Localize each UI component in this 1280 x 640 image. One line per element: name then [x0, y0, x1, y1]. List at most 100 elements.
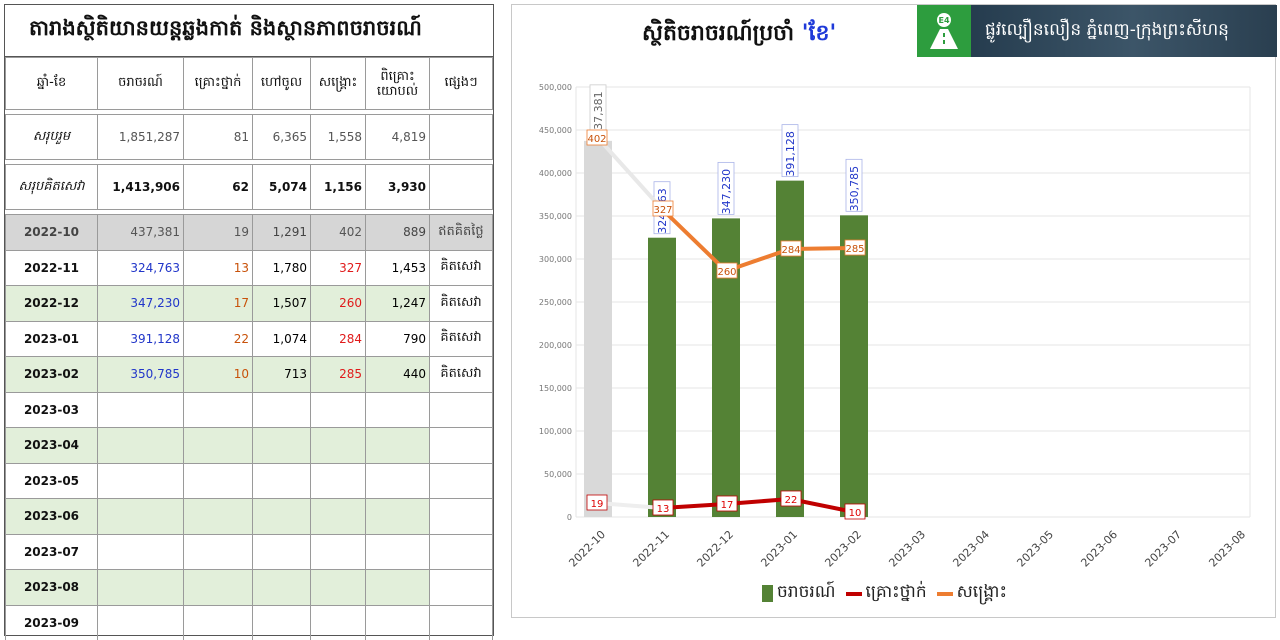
- total-accidents: 81: [183, 114, 253, 160]
- header-traffic: ចរាចរណ៍: [97, 57, 184, 110]
- row-calls: [252, 604, 311, 640]
- table-title: តារាងស្ថិតិយានយន្តឆ្លងកាត់ និងស្ថានភាពចរ…: [5, 5, 493, 57]
- legend-traffic-label: ចរាចរណ៍: [777, 582, 836, 602]
- total-other: [429, 114, 493, 160]
- x-tick-label: 2022-11: [630, 528, 672, 570]
- table-row: 2023-06: [5, 498, 493, 535]
- row-note: ឥតគិតថ្លៃ: [429, 214, 493, 251]
- row-traffic: 391,128: [97, 320, 184, 357]
- row-note: [429, 427, 493, 464]
- x-tick-label: 2023-08: [1206, 528, 1248, 570]
- line-label-box-accidents: [780, 490, 802, 507]
- brand-text: ផ្លូវល្បឿនលឿន ភ្នំពេញ-ក្រុងព្រះសីហនុ: [985, 19, 1229, 40]
- bar-traffic: [840, 215, 868, 518]
- bar-traffic: [584, 140, 612, 517]
- row-calls: 1,780: [252, 249, 311, 286]
- chart-title: ស្ថិតិចរាចរណ៍ប្រចាំ 'ខែ': [642, 19, 836, 51]
- paid-total-accidents: 62: [183, 164, 253, 210]
- line-label-box-rescue: [586, 129, 608, 146]
- row-month: 2023-03: [5, 391, 98, 428]
- line-label-box-rescue: [716, 262, 738, 279]
- line-segment-accidents: [596, 501, 664, 510]
- row-consultation: 1,453: [365, 249, 430, 286]
- line-label-box-accidents: [586, 494, 608, 511]
- chart-legend: ចរាចរណ៍ គ្រោះថ្នាក់ សង្គ្រោះ: [762, 581, 1007, 606]
- legend-accidents-label: គ្រោះថ្នាក់: [865, 582, 927, 602]
- row-month: 2023-01: [5, 320, 98, 357]
- line-data-label-accidents: 10: [849, 508, 862, 519]
- x-tick-label: 2023-02: [822, 528, 864, 570]
- line-data-label-rescue: 284: [781, 245, 800, 256]
- row-rescue: 285: [310, 356, 366, 393]
- row-note: គិតសេវា: [429, 285, 493, 322]
- bar-traffic: [648, 237, 676, 517]
- line-label-box-rescue: [780, 240, 802, 257]
- y-tick-label: 200,000: [539, 341, 572, 350]
- x-tick-label: 2023-04: [950, 528, 992, 570]
- table-row: 2022-11 324,763 13 1,780 327 1,453 គិតសេវា: [5, 249, 493, 286]
- row-note: [429, 533, 493, 570]
- line-label-box-accidents: [844, 503, 866, 520]
- row-calls: 1,291: [252, 214, 311, 251]
- row-rescue: [310, 462, 366, 499]
- header-other: ផ្សេងៗ: [429, 57, 493, 110]
- row-calls: [252, 569, 311, 606]
- header-calls: ហៅចូល: [252, 57, 311, 110]
- bar-data-label: 347,230: [720, 169, 733, 215]
- row-month: 2023-09: [5, 604, 98, 640]
- header-consultation: ពិគ្រោះយោបល់: [365, 57, 430, 110]
- paid-total-label: សរុបគិតសេវា: [5, 164, 98, 210]
- total-label: សរុបរួម: [5, 114, 98, 160]
- row-calls: [252, 462, 311, 499]
- row-rescue: 327: [310, 249, 366, 286]
- row-consultation: [365, 498, 430, 535]
- row-traffic: [97, 391, 184, 428]
- row-note: គិតសេវា: [429, 249, 493, 286]
- paid-total-calls: 5,074: [252, 164, 311, 210]
- row-traffic: [97, 569, 184, 606]
- row-consultation: [365, 533, 430, 570]
- row-rescue: [310, 569, 366, 606]
- line-label-box-rescue: [652, 200, 674, 217]
- row-consultation: [365, 427, 430, 464]
- paid-total-rescue: 1,156: [310, 164, 366, 210]
- row-note: [429, 604, 493, 640]
- table-row: 2023-02 350,785 10 713 285 440 គិតសេវា: [5, 356, 493, 393]
- row-accidents: [183, 391, 253, 428]
- x-tick-label: 2022-10: [566, 528, 608, 570]
- row-accidents: [183, 533, 253, 570]
- row-accidents: [183, 498, 253, 535]
- table-row: 2023-09: [5, 604, 493, 640]
- row-traffic: [97, 498, 184, 535]
- bar-traffic: [776, 180, 804, 517]
- row-note: [429, 569, 493, 606]
- row-calls: [252, 498, 311, 535]
- y-tick-label: 500,000: [539, 83, 572, 92]
- bar-data-label-box: [781, 124, 799, 178]
- row-accidents: [183, 462, 253, 499]
- row-note: គិតសេវា: [429, 356, 493, 393]
- row-consultation: [365, 569, 430, 606]
- row-consultation: 1,247: [365, 285, 430, 322]
- x-tick-label: 2023-07: [1142, 528, 1184, 570]
- row-traffic: [97, 427, 184, 464]
- row-traffic: [97, 462, 184, 499]
- row-traffic: 437,381: [97, 214, 184, 251]
- row-rescue: [310, 604, 366, 640]
- row-month: 2023-07: [5, 533, 98, 570]
- x-tick-label: 2023-01: [758, 528, 800, 570]
- row-calls: 1,507: [252, 285, 311, 322]
- row-traffic: 350,785: [97, 356, 184, 393]
- legend-rescue-label: សង្គ្រោះ: [956, 582, 1007, 602]
- row-rescue: [310, 391, 366, 428]
- total-traffic: 1,851,287: [97, 114, 184, 160]
- row-accidents: [183, 427, 253, 464]
- row-accidents: 19: [183, 214, 253, 251]
- paid-total-other: [429, 164, 493, 210]
- line-segment-rescue: [660, 207, 728, 273]
- y-tick-label: 100,000: [539, 427, 572, 436]
- row-note: គិតសេវា: [429, 320, 493, 357]
- header-month: ឆ្នាំ-ខែ: [5, 57, 98, 110]
- line-label-box-accidents: [716, 495, 738, 512]
- x-tick-label: 2023-03: [886, 528, 928, 570]
